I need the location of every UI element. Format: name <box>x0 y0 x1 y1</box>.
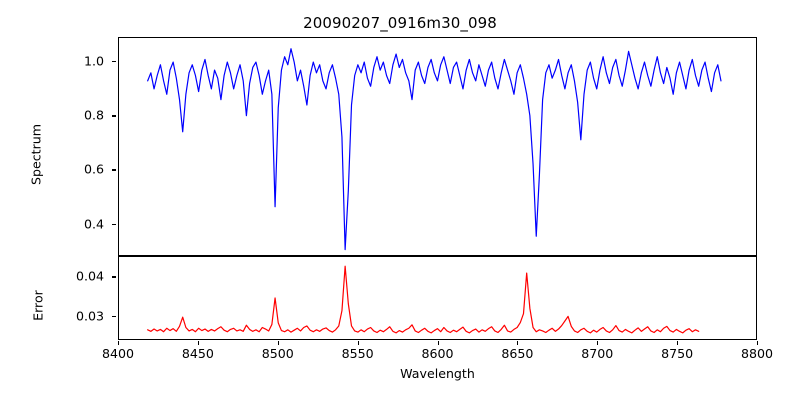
error-y-tick <box>112 276 116 278</box>
x-tick-label: 8550 <box>341 346 374 361</box>
page-title: 20090207_0916m30_098 <box>303 14 497 32</box>
x-tick-label: 8450 <box>181 346 214 361</box>
spectrum-y-tick-labels: 0.4 0.6 0.8 1.0 <box>66 37 116 256</box>
error-y-tick-labels: 0.03 0.04 <box>66 256 116 340</box>
x-tick <box>757 341 759 345</box>
error-y-tick-label: 0.04 <box>75 268 104 284</box>
x-tick <box>597 341 599 345</box>
spectrum-line-plot <box>119 38 756 255</box>
x-tick <box>437 341 439 345</box>
x-tick <box>677 341 679 345</box>
spectrum-y-tick <box>112 115 116 117</box>
x-tick-label: 8750 <box>661 346 694 361</box>
x-tick-label: 8800 <box>740 346 774 361</box>
x-tick-label: 8700 <box>581 346 614 361</box>
error-data-line <box>148 266 699 333</box>
spectrum-y-tick <box>112 223 116 225</box>
x-tick-label: 8600 <box>421 346 454 361</box>
x-axis-title: Wavelength <box>400 366 475 381</box>
x-tick <box>357 341 359 345</box>
spectrum-y-tick-label: 1.0 <box>83 53 104 69</box>
x-tick-label: 8400 <box>101 346 135 361</box>
spectrum-axis-title: Spectrum <box>28 123 44 186</box>
spectrum-y-tick <box>112 61 116 63</box>
spectrum-y-tick-label: 0.8 <box>83 107 104 123</box>
x-tick <box>277 341 279 345</box>
spectrum-y-tick-label: 0.4 <box>83 216 104 232</box>
x-tick <box>517 341 519 345</box>
spectrum-y-tick <box>112 169 116 171</box>
error-panel <box>118 256 757 340</box>
x-tick <box>118 341 120 345</box>
error-line-plot <box>119 257 756 339</box>
spectrum-y-tick-label: 0.6 <box>83 161 104 177</box>
error-y-tick <box>112 315 116 317</box>
x-tick-label: 8500 <box>261 346 294 361</box>
x-tick <box>197 341 199 345</box>
x-tick-label: 8650 <box>501 346 534 361</box>
x-tick-labels: 8400 8450 8500 8550 8600 8650 8700 8750 8800 <box>102 341 773 363</box>
error-y-tick-label: 0.03 <box>75 308 104 324</box>
error-axis-title: Error <box>30 290 46 321</box>
spectrum-panel <box>118 37 757 256</box>
spectrum-data-line <box>148 49 721 250</box>
